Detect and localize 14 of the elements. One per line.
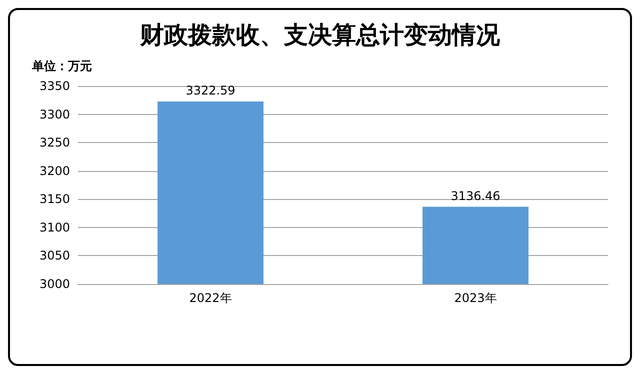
y-tick-label: 3300 — [39, 107, 70, 122]
y-tick-label: 3200 — [39, 164, 70, 178]
x-tick-label: 2023年 — [454, 291, 497, 305]
data-label: 3322.59 — [186, 84, 236, 98]
data-label: 3136.46 — [450, 188, 500, 203]
x-tick-label: 2022年 — [189, 291, 232, 305]
y-tick-label: 3000 — [39, 277, 70, 291]
y-tick-label: 3350 — [39, 79, 70, 93]
text: 单位：万元 — [31, 59, 92, 73]
y-tick-label: 3150 — [39, 192, 70, 206]
chart-title: 财政拨款收、支决算总计变动情况 — [139, 21, 501, 49]
y-tick-label: 3050 — [39, 248, 70, 263]
y-tick-label: 3250 — [39, 136, 70, 150]
y-tick-label: 3100 — [39, 220, 70, 234]
